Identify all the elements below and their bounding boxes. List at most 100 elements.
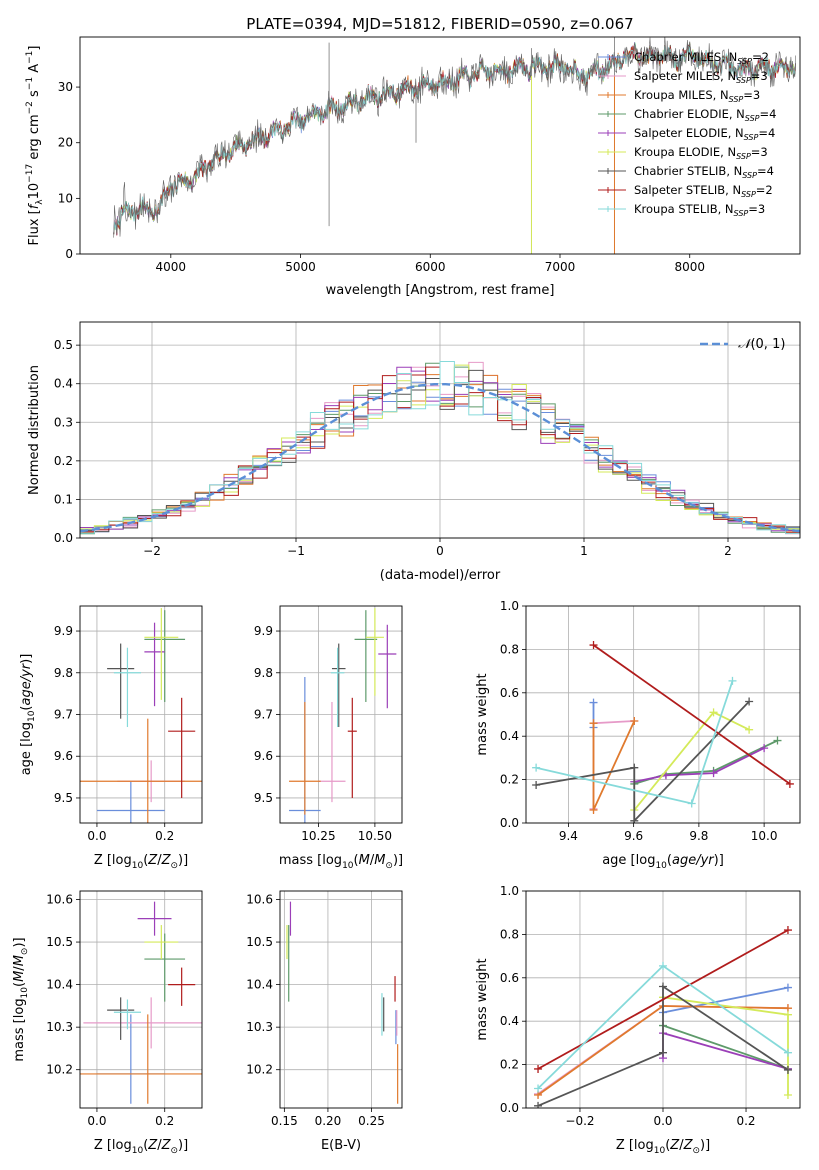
- plot-area: [289, 608, 397, 823]
- weight-marker: [709, 708, 718, 717]
- x-tick-label: 9.4: [559, 829, 578, 843]
- legend-label: Chabrier ELODIE, NSSP=4: [634, 107, 776, 123]
- weight-series-kroupa-elodie: [630, 708, 754, 814]
- weight-marker: [659, 982, 667, 991]
- x-tick-label: −2: [143, 544, 161, 558]
- errorbar-point: [168, 967, 196, 1006]
- axes-frame: [79, 321, 801, 539]
- weight-marker: [532, 781, 541, 790]
- y-tick-label: 0.6: [500, 971, 519, 985]
- x-tick-label: 9.8: [689, 829, 708, 843]
- y-axis-label: Normed distribution: [27, 365, 42, 495]
- legend-marker: [605, 92, 611, 98]
- weight-marker: [745, 697, 754, 706]
- errorbar-point: [107, 643, 135, 719]
- errorbar-point: [80, 718, 202, 823]
- errorbar-point: [144, 610, 186, 702]
- y-tick-label: 0.4: [500, 729, 519, 743]
- errorbar-point: [378, 624, 397, 709]
- weight-marker: [659, 961, 667, 970]
- weight-marker: [783, 1090, 792, 1099]
- x-tick-label: 10.0: [751, 829, 778, 843]
- weight-marker: [589, 698, 598, 707]
- weight-marker: [783, 926, 792, 935]
- legend-label: 𝒩(0, 1): [738, 337, 785, 352]
- weight-marker: [687, 799, 696, 808]
- y-tick-label: 10.3: [246, 1020, 273, 1034]
- y-axis-label: mass weight: [475, 673, 490, 755]
- axes-frame: [279, 890, 403, 1109]
- errorbar-point: [80, 1014, 202, 1104]
- y-tick-label: 30: [58, 80, 73, 94]
- x-axis-label: (data-model)/error: [380, 568, 501, 583]
- y-tick-label: 10.5: [246, 935, 273, 949]
- errorbar-point: [144, 608, 179, 700]
- y-axis-label: mass [log10(M/M⊙)]: [12, 937, 30, 1061]
- y-tick-label: 10.5: [46, 935, 73, 949]
- x-tick-label: 10.50: [358, 829, 392, 843]
- x-tick-label: −0.2: [565, 1114, 594, 1128]
- y-tick-label: 10.4: [246, 978, 273, 992]
- errorbar-point: [354, 610, 378, 702]
- legend-marker: [605, 187, 611, 193]
- y-tick-label: 9.9: [254, 624, 273, 638]
- y-tick-label: 10.3: [46, 1020, 73, 1034]
- errorbar-point: [113, 647, 141, 728]
- x-tick-label: 0.0: [87, 1114, 106, 1128]
- weight-series-chabrier-stelib: [534, 982, 792, 1108]
- weight-marker: [534, 1101, 543, 1108]
- axes-frame: [79, 605, 203, 824]
- y-axis-label: age [log10(age/yr)]: [19, 654, 37, 776]
- axes-frame: [525, 890, 801, 1109]
- x-tick-label: 0.2: [736, 1114, 755, 1128]
- y-tick-label: 0.4: [500, 1014, 519, 1028]
- y-tick-label: 10.4: [46, 978, 73, 992]
- y-tick-label: 0.2: [500, 1058, 519, 1072]
- weight-marker: [709, 769, 718, 778]
- y-tick-label: 9.7: [254, 708, 273, 722]
- weight-marker: [659, 1048, 667, 1057]
- errorbar-point: [365, 608, 384, 696]
- weight-marker: [532, 763, 541, 772]
- panel-weight_vs_Z: −0.2 0.0 0.2 0.0 0.2 0.4 0.6 0.8 1.0 Z [log10(Z/Z…: [475, 884, 801, 1156]
- panel-age_vs_mass: 10.25 10.50 9.5 9.6 9.7 9.8 9.9 mass [log10(M/M…: [254, 605, 403, 871]
- weight-marker: [630, 717, 639, 726]
- legend-label: Salpeter STELIB, NSSP=2: [634, 183, 773, 199]
- x-tick-label: 10.25: [301, 829, 335, 843]
- weight-marker: [745, 725, 754, 734]
- x-tick-label: −1: [287, 544, 305, 558]
- y-tick-label: 9.5: [54, 791, 73, 805]
- y-tick-label: 0.2: [54, 454, 73, 468]
- x-tick-label: 0: [436, 544, 444, 558]
- weight-marker: [534, 1084, 543, 1093]
- y-tick-label: 0.5: [54, 338, 73, 352]
- y-tick-label: 10.2: [46, 1063, 73, 1077]
- legend-label: Kroupa STELIB, NSSP=3: [634, 202, 765, 218]
- weight-marker: [589, 805, 598, 814]
- y-tick-label: 0.2: [500, 773, 519, 787]
- panel-weight_vs_age: 9.4 9.6 9.8 10.0 0.0 0.2 0.4 0.6 0.8 1.0 age [log1…: [475, 599, 801, 871]
- y-tick-label: 9.6: [54, 749, 73, 763]
- axes-frame: [79, 36, 801, 255]
- x-tick-label: 5000: [285, 260, 316, 274]
- errorbar-point: [107, 997, 135, 1040]
- panel-mass_vs_EBV: 0.15 0.20 0.25 10.2 10.3 10.4 10.5 10.6 E(B-V): [246, 890, 403, 1153]
- plot-area: [80, 360, 800, 535]
- weight-marker: [630, 816, 639, 823]
- y-axis-label: Flux [fλ10−17 erg cm−2 s−1 A−1]: [25, 46, 45, 246]
- weight-marker: [534, 1064, 543, 1073]
- y-tick-label: 1.0: [500, 884, 519, 898]
- weight-line: [592, 644, 791, 785]
- legend: Chabrier MILES, NSSP=2 Salpeter MILES, NS…: [598, 50, 776, 218]
- errorbar-point: [331, 643, 346, 728]
- weight-marker: [589, 641, 598, 650]
- figure-title: PLATE=0394, MJD=51812, FIBERID=0590, z=0…: [246, 15, 633, 33]
- observed-spectrum: [113, 37, 796, 238]
- weight-series-kroupa-miles: [589, 717, 639, 814]
- errorbar-point: [318, 701, 346, 803]
- weight-line: [537, 929, 789, 1070]
- y-tick-label: 9.7: [54, 708, 73, 722]
- weight-line: [662, 986, 789, 1014]
- x-tick-label: 0.15: [271, 1114, 298, 1128]
